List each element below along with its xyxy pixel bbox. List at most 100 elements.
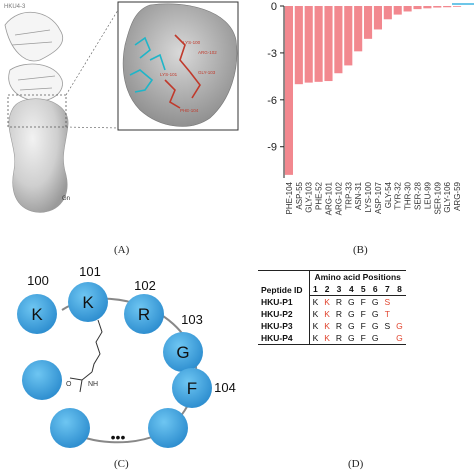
residue-cell: R: [335, 321, 343, 331]
bar: [443, 6, 452, 8]
caption-d: (D): [348, 458, 364, 470]
protein-label: Gn: [62, 196, 70, 202]
residue-cell: R: [332, 332, 346, 345]
peptide-id: HKU-P3: [258, 320, 310, 332]
peptide-id: HKU-P4: [258, 332, 310, 345]
residue-circle: R 102: [124, 278, 164, 334]
residue-cell: G: [345, 332, 358, 345]
position-header: 5: [357, 283, 369, 296]
residue-circle: F 104: [172, 368, 236, 408]
bar: [403, 6, 412, 12]
binding-energy-chart: 0 -3 -6 -9 PHE-104 ASP-55 GLY-103 PHE-52 ARG-101…: [267, 1, 474, 215]
residue-cell: G: [348, 297, 355, 307]
residue-number: 100: [27, 273, 49, 288]
residue-cell: K: [324, 321, 330, 331]
x-tick-label: LEU-99: [423, 181, 432, 209]
table-row: HKU-P3 K K R G F G S G: [258, 320, 406, 332]
residue-cell: K: [321, 332, 333, 345]
panel-b: 0 -3 -6 -9 PHE-104 ASP-55 GLY-103 PHE-52 ARG-101…: [240, 0, 474, 262]
residue-circle: K 101: [68, 264, 108, 322]
peptide-id: HKU-P1: [258, 295, 310, 308]
residue-cell: S: [384, 297, 391, 307]
x-tick-label: ASN-31: [354, 181, 363, 210]
residue-cell: [381, 332, 394, 345]
caption-b: (B): [353, 244, 368, 256]
y-tick-label: 0: [271, 1, 277, 13]
residue-circle-unlabeled: [50, 408, 90, 448]
ellipsis: •••: [111, 429, 126, 445]
bar: [324, 6, 333, 82]
position-header: 3: [332, 283, 346, 296]
residue-number: 102: [134, 278, 156, 293]
bar: [334, 6, 343, 74]
gn-surface: [8, 98, 69, 213]
residue-number: 103: [181, 312, 203, 327]
bar: [453, 6, 462, 7]
panel-c: O NH K 100 K 101 R 102 G 103 F 104: [0, 262, 240, 474]
residue-label: LYS-100: [183, 40, 201, 45]
antibody-ribbon: [4, 11, 63, 102]
residue-cell: F: [357, 332, 369, 345]
residue-circle: K 100: [17, 273, 57, 334]
residue-cell: K: [312, 297, 319, 307]
x-tick-label: SER-28: [414, 181, 423, 210]
residue-cell: G: [348, 321, 355, 331]
x-tick-label: ARG-101: [325, 181, 334, 215]
bar: [433, 6, 442, 8]
residue-cell: F: [360, 321, 366, 331]
red-residues: [164, 34, 201, 109]
header-positions: Amino acid Positions: [309, 270, 406, 283]
residue-cell: [393, 308, 406, 320]
bar: [393, 6, 402, 15]
zoom-box: [7, 94, 67, 128]
residue-letter: G: [176, 343, 189, 362]
x-tick-label: ASP-55: [295, 181, 304, 209]
residue-cell: G: [371, 309, 379, 319]
position-header: 2: [321, 283, 333, 296]
y-tick-label: -9: [267, 142, 277, 154]
residue-cell: F: [360, 297, 366, 307]
residue-cell: R: [335, 309, 343, 319]
table-row: HKU-P2 K K R G F G T: [258, 308, 406, 320]
position-header: 6: [368, 283, 382, 296]
residue-cell: T: [384, 309, 390, 319]
bar: [284, 6, 293, 175]
x-tick-label: GLY-54: [384, 181, 393, 208]
y-tick-label: -6: [267, 95, 277, 107]
residue-label: LYS-101: [160, 72, 178, 77]
residue-cell: G: [371, 321, 379, 331]
residue-cell: G: [393, 332, 406, 345]
table-row: HKU-P4 K K R G F G G: [258, 332, 406, 345]
residue-cell: K: [324, 309, 330, 319]
residue-cell: G: [371, 297, 379, 307]
bar: [413, 6, 422, 10]
linker-nh: NH: [88, 381, 98, 388]
bar: [383, 6, 392, 20]
x-tick-label: TYR-32: [394, 181, 403, 209]
residue-cell: K: [324, 297, 330, 307]
residue-letter: K: [82, 293, 94, 312]
x-tick-label: ASP-107: [374, 181, 383, 214]
bar: [304, 6, 313, 83]
residue-number: 104: [214, 380, 236, 395]
residue-cell: K: [309, 332, 322, 345]
residue-label: GLY-103: [198, 70, 216, 75]
residue-letter: K: [31, 305, 43, 324]
x-tick-label: PHE-104: [285, 181, 294, 214]
residue-cell: F: [360, 309, 366, 319]
y-tick-label: -3: [267, 48, 277, 60]
residue-circle-unlabeled: [22, 360, 62, 400]
position-header: 8: [393, 283, 406, 296]
residue-cell: G: [348, 309, 355, 319]
top-left-label: HKU4-3: [4, 4, 26, 10]
bar: [294, 6, 303, 85]
residue-letter: R: [138, 305, 150, 324]
residue-cell: [393, 296, 406, 309]
residue-cell: K: [312, 321, 319, 331]
bar: [354, 6, 363, 52]
panel-a: HKU4-3 Gn LYS-100 LYS-101 ARG-102 GLY-10…: [0, 0, 240, 262]
x-tick-label: LYS-100: [364, 181, 373, 212]
residue-circle-unlabeled: [148, 408, 188, 448]
